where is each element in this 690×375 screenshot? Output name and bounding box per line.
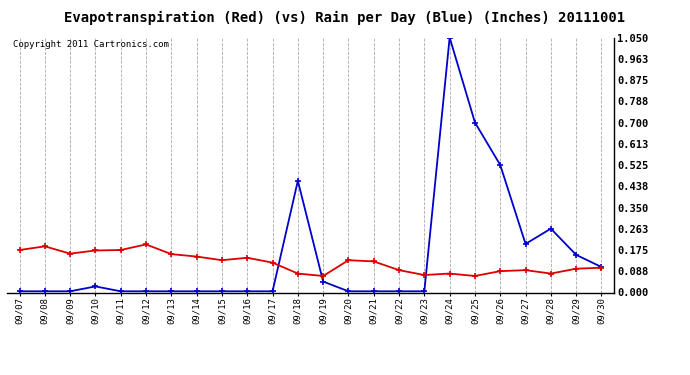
Text: Copyright 2011 Cartronics.com: Copyright 2011 Cartronics.com [13,40,169,49]
Text: Evapotranspiration (Red) (vs) Rain per Day (Blue) (Inches) 20111001: Evapotranspiration (Red) (vs) Rain per D… [64,11,626,26]
